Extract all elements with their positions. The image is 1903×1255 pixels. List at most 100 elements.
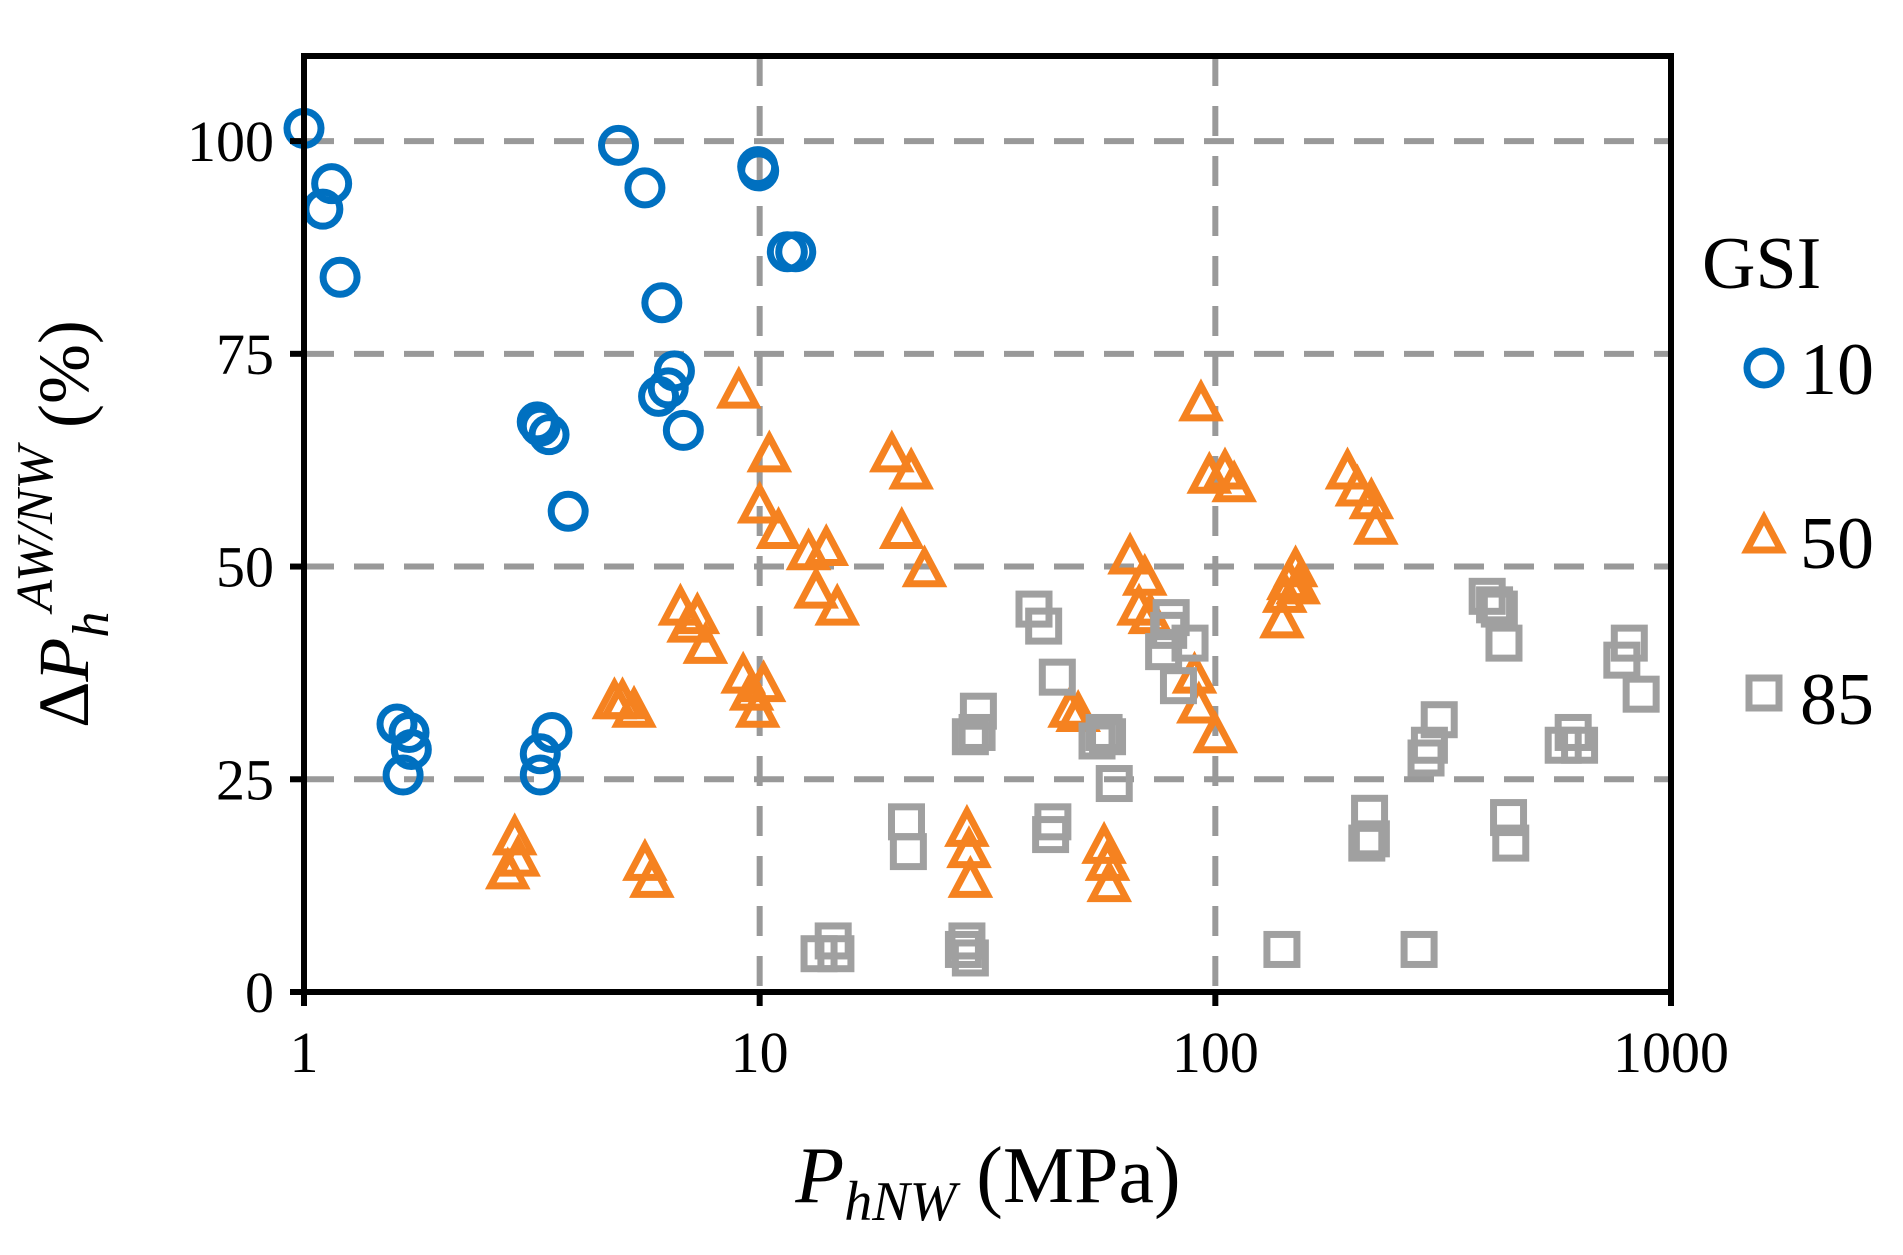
data-point-gsi10 (662, 409, 704, 451)
data-point-gsi10 (390, 728, 432, 770)
data-point-gsi50 (901, 544, 948, 588)
data-point-gsi50 (1121, 552, 1168, 596)
x-axis-title-subscript: hNW (844, 1171, 960, 1233)
data-point-gsi50 (755, 506, 802, 550)
data-point-gsi50 (682, 620, 729, 664)
y-axis-title-units: (%) (24, 320, 104, 446)
data-point-gsi50 (734, 684, 781, 728)
data-point-gsi85 (1159, 667, 1197, 705)
series-gsi50 (484, 365, 1399, 903)
data-point-gsi10 (319, 256, 361, 298)
data-point-gsi50 (1272, 544, 1319, 588)
data-point-gsi10 (775, 231, 817, 273)
data-point-gsi85 (1038, 658, 1076, 696)
data-point-gsi85 (1485, 624, 1523, 662)
x-axis-title: PhNW (MPa) (794, 1132, 1180, 1233)
data-point-gsi50 (1178, 378, 1224, 422)
data-point-gsi10 (519, 754, 561, 796)
data-point-gsi10 (531, 711, 573, 753)
series-gsi10 (283, 107, 817, 796)
data-point-gsi10 (738, 150, 780, 192)
data-point-gsi85 (1145, 633, 1183, 671)
data-point-gsi50 (746, 429, 793, 473)
data-point-gsi50 (869, 429, 915, 473)
data-point-gsi50 (1081, 820, 1127, 864)
y-axis-title: ΔPhAW/NW (%) (7, 320, 120, 728)
data-point-gsi50 (1352, 501, 1399, 545)
data-point-gsi85 (1400, 930, 1438, 968)
plot-frame (301, 53, 1674, 995)
data-point-gsi10 (382, 754, 424, 796)
data-point-gsi50 (814, 582, 861, 626)
x-tick-label: 100 (1172, 1020, 1259, 1085)
data-point-gsi85 (1352, 820, 1390, 858)
data-point-gsi10 (641, 282, 683, 324)
data-point-gsi85 (944, 930, 982, 968)
data-point-gsi10 (624, 167, 666, 209)
data-point-gsi10 (653, 350, 695, 392)
data-point-gsi85 (1152, 599, 1190, 637)
y-axis-title-prefix: Δ (24, 682, 104, 728)
data-point-gsi10 (528, 414, 570, 456)
y-tick-label: 50 (216, 535, 274, 600)
data-point-gsi85 (1480, 590, 1518, 628)
data-point-gsi85 (1089, 718, 1127, 756)
data-point-gsi85 (1351, 794, 1389, 832)
x-axis-title-symbol: P (794, 1132, 844, 1220)
data-point-gsi10 (519, 405, 561, 447)
legend-label-gsi10: 10 (1800, 329, 1874, 411)
legend-marker-gsi50 (1741, 510, 1787, 554)
y-axis-title-symbol: P (24, 638, 104, 683)
data-point-gsi50 (888, 446, 934, 490)
data-point-gsi50 (611, 684, 657, 728)
x-tick-label: 1000 (1613, 1020, 1729, 1085)
svg-text:ΔPhAW/NW (%): ΔPhAW/NW (%) (7, 320, 120, 728)
data-point-gsi50 (1107, 531, 1153, 575)
legend-label-gsi50: 50 (1800, 503, 1874, 585)
data-point-gsi10 (547, 490, 589, 532)
data-point-gsi85 (959, 692, 997, 730)
data-point-gsi50 (1086, 859, 1133, 903)
legend: GSI 10 50 85 (1702, 223, 1874, 741)
data-point-gsi85 (1095, 765, 1133, 803)
legend-title: GSI (1702, 223, 1821, 305)
y-tick-label: 100 (187, 109, 274, 174)
axis-ticks-layer: 0 25 50 75 100 1 10 100 1000 (187, 109, 1729, 1085)
data-point-gsi85 (951, 718, 989, 756)
data-point-gsi10 (597, 124, 639, 166)
data-point-gsi50 (740, 659, 787, 703)
data-point-gsi85 (1025, 607, 1063, 645)
data-point-gsi10 (311, 163, 353, 205)
y-tick-label: 25 (216, 747, 274, 812)
svg-text:PhNW (MPa): PhNW (MPa) (794, 1132, 1180, 1233)
data-point-gsi50 (674, 591, 721, 635)
y-tick-label: 0 (245, 960, 274, 1025)
data-point-gsi85 (1622, 675, 1660, 713)
data-point-gsi50 (495, 833, 541, 877)
data-point-gsi50 (1275, 561, 1322, 605)
points-layer (283, 107, 1660, 977)
x-tick-label: 10 (731, 1020, 789, 1085)
data-point-gsi50 (1084, 837, 1131, 881)
data-point-gsi50 (736, 480, 783, 524)
data-point-gsi50 (629, 854, 675, 898)
data-point-gsi85 (1078, 722, 1116, 760)
y-tick-label: 75 (216, 322, 274, 387)
y-axis-title-superscript: AW/NW (7, 441, 64, 614)
data-point-gsi50 (1055, 688, 1101, 732)
data-point-gsi10 (388, 711, 430, 753)
y-axis-title-subscript: h (63, 612, 120, 638)
data-point-gsi85 (1034, 803, 1072, 841)
data-point-gsi85 (1610, 624, 1648, 662)
data-point-gsi85 (1561, 726, 1599, 764)
data-point-gsi10 (519, 733, 561, 775)
legend-marker-gsi85 (1745, 674, 1783, 712)
data-point-gsi85 (1490, 799, 1528, 837)
data-point-gsi50 (803, 523, 850, 567)
data-point-gsi85 (817, 935, 855, 973)
legend-marker-gsi10 (1743, 347, 1785, 389)
data-point-gsi50 (1047, 684, 1093, 728)
series-gsi85 (800, 577, 1660, 977)
data-point-gsi85 (1420, 701, 1458, 739)
